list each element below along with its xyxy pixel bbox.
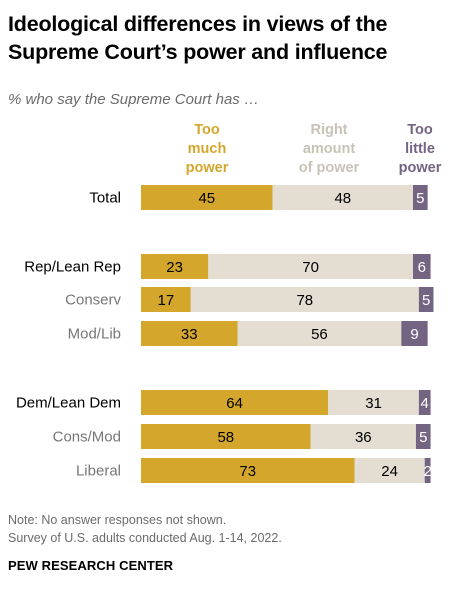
legend-too-much-line: power bbox=[185, 160, 229, 176]
bar-segment bbox=[328, 390, 419, 415]
bar-segment bbox=[141, 287, 191, 312]
data-label: 2 bbox=[423, 463, 431, 480]
legend-too-much-line: much bbox=[187, 141, 227, 157]
data-label: 48 bbox=[334, 190, 351, 207]
bar-segment bbox=[418, 390, 431, 415]
bar-segment bbox=[141, 321, 238, 346]
data-label: 17 bbox=[158, 292, 175, 309]
category-label: Liberal bbox=[76, 463, 121, 480]
legend-right-amount-line: Right bbox=[310, 122, 348, 138]
bar-segment bbox=[141, 424, 311, 449]
bar-segment bbox=[310, 424, 416, 449]
note-text: Note: No answer responses not shown. bbox=[8, 513, 227, 527]
chart-subtitle: % who say the Supreme Court has … bbox=[8, 91, 259, 108]
bar-segment bbox=[354, 458, 425, 483]
data-label: 78 bbox=[296, 292, 313, 309]
bar-segment bbox=[272, 185, 414, 210]
data-label: 31 bbox=[365, 395, 382, 412]
data-label: 36 bbox=[355, 429, 372, 446]
data-label: 56 bbox=[311, 326, 328, 343]
data-label: 24 bbox=[381, 463, 398, 480]
data-label: 9 bbox=[410, 326, 418, 343]
legend-right-amount-line: of power bbox=[298, 160, 360, 176]
legend-right-amount: Right amount of power bbox=[282, 121, 376, 178]
bar-segment bbox=[190, 287, 419, 312]
data-label: 5 bbox=[416, 190, 424, 207]
legend-too-little-line: power bbox=[398, 160, 442, 176]
data-label: 64 bbox=[226, 395, 243, 412]
legend-too-little: Too little power bbox=[392, 121, 448, 178]
data-label: 33 bbox=[181, 326, 198, 343]
pew-logo-text: PEW RESEARCH CENTER bbox=[8, 558, 174, 573]
category-label: Cons/Mod bbox=[53, 429, 121, 446]
legend-too-little-line: little bbox=[405, 141, 435, 157]
data-label: 6 bbox=[418, 259, 426, 276]
bar-segment bbox=[413, 254, 431, 279]
chart-title: Ideological differences in views of the … bbox=[8, 12, 388, 64]
data-label: 58 bbox=[217, 429, 234, 446]
data-label: 5 bbox=[419, 429, 427, 446]
legend-too-much: Too much power bbox=[167, 121, 247, 178]
bar-segment bbox=[401, 321, 428, 346]
category-label: Total bbox=[89, 190, 121, 207]
bar-segment bbox=[141, 390, 329, 415]
legend-too-little-line: Too bbox=[407, 122, 433, 138]
bar-segment bbox=[418, 287, 434, 312]
bar-segment bbox=[237, 321, 402, 346]
category-label: Rep/Lean Rep bbox=[24, 259, 121, 276]
bar-segment bbox=[415, 424, 431, 449]
category-label: Dem/Lean Dem bbox=[16, 395, 121, 412]
legend-too-much-line: Too bbox=[194, 122, 220, 138]
source-text: Survey of U.S. adults conducted Aug. 1-1… bbox=[8, 531, 282, 545]
data-label: 23 bbox=[166, 259, 183, 276]
data-label: 45 bbox=[198, 190, 215, 207]
bar-segment bbox=[141, 185, 273, 210]
data-label: 5 bbox=[422, 292, 430, 309]
data-label: 73 bbox=[239, 463, 256, 480]
bar-segment bbox=[141, 254, 209, 279]
bar-segment bbox=[424, 458, 431, 483]
bar-segment bbox=[141, 458, 355, 483]
category-label: Mod/Lib bbox=[68, 326, 121, 343]
bar-segment bbox=[413, 185, 428, 210]
legend-right-amount-line: amount bbox=[302, 141, 356, 157]
bar-segment bbox=[208, 254, 414, 279]
data-label: 4 bbox=[421, 395, 429, 412]
data-label: 70 bbox=[302, 259, 319, 276]
category-label: Conserv bbox=[65, 292, 121, 309]
